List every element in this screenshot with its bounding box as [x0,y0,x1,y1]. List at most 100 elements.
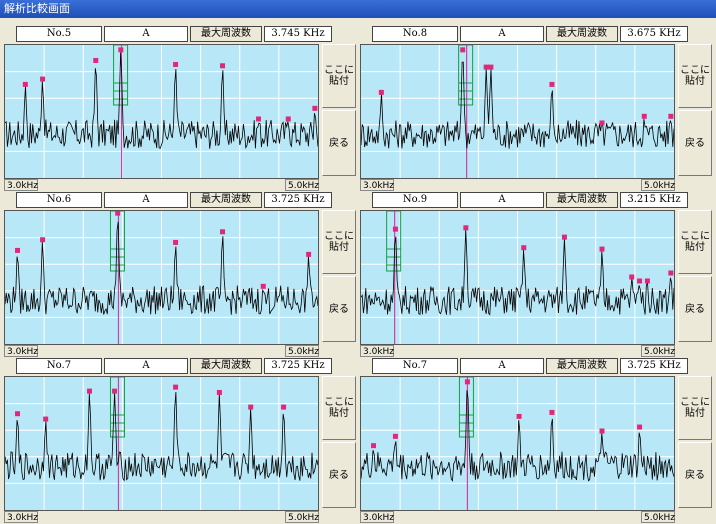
panel-name: A [104,192,188,208]
peak-point [40,76,46,82]
peak-point [599,428,605,434]
back-button[interactable]: 戻る [678,442,712,508]
spectrum-plot[interactable] [360,44,675,179]
spectrum-trace [361,390,674,482]
panel-name: A [104,26,188,42]
panel-number: No.7 [372,358,458,374]
peak-point [173,384,179,390]
x-axis-min-label: 3.0kHz [4,345,38,357]
peak-point [637,424,643,430]
spectrum-trace [5,52,318,150]
spectrum-plot[interactable] [360,210,675,345]
peak-point [260,283,266,289]
spectrum-chart [361,377,674,510]
analysis-panel-1: No.5 A 最大周波数 3.745 KHz 3.0kHz 5.0kHz ここに… [4,26,360,191]
spectrum-chart [361,45,674,178]
analysis-panel-4: No.9 A 最大周波数 3.215 KHz 3.0kHz 5.0kHz ここに… [360,192,716,357]
paste-here-button[interactable]: ここに 貼付 [678,44,712,108]
analysis-panel-5: No.7 A 最大周波数 3.725 KHz 3.0kHz 5.0kHz ここに… [4,358,360,523]
back-button[interactable]: 戻る [322,276,356,342]
peak-point [306,251,312,257]
peak-point [668,270,674,276]
paste-here-button[interactable]: ここに 貼付 [678,210,712,274]
x-axis-max-label: 5.0kHz [641,511,675,523]
comparison-grid: No.5 A 最大周波数 3.745 KHz 3.0kHz 5.0kHz ここに… [0,18,716,523]
peak-point [15,247,21,253]
panel-number: No.5 [16,26,102,42]
back-button[interactable]: 戻る [322,110,356,176]
back-button[interactable]: 戻る [322,442,356,508]
spectrum-plot[interactable] [4,44,319,179]
spectrum-plot[interactable] [4,210,319,345]
max-frequency-value: 3.725 KHz [264,192,332,208]
peak-point [516,413,522,419]
spectrum-plot[interactable] [4,376,319,511]
max-frequency-label: 最大周波数 [546,26,618,42]
peak-point [40,237,46,243]
spectrum-chart [361,211,674,344]
spectrum-trace [5,221,318,315]
panel-name: A [460,26,544,42]
peak-point [637,278,643,284]
spectrum-chart [5,377,318,510]
panel-number: No.6 [16,192,102,208]
peak-point [87,388,93,394]
peak-point [668,113,674,119]
x-axis-min-label: 3.0kHz [4,179,38,191]
panel-name: A [104,358,188,374]
peak-point [281,404,287,410]
max-frequency-label: 最大周波数 [546,358,618,374]
x-axis-max-label: 5.0kHz [285,511,319,523]
panel-name: A [460,192,544,208]
peak-point [248,404,254,410]
peak-point [549,409,555,415]
panel-number: No.8 [372,26,458,42]
analysis-panel-3: No.6 A 最大周波数 3.725 KHz 3.0kHz 5.0kHz ここに… [4,192,360,357]
peak-point [561,234,567,240]
peak-point [256,116,262,122]
peak-point [371,443,377,449]
spectrum-trace [361,61,674,149]
peak-point [599,246,605,252]
peak-point [118,47,124,53]
x-axis-min-label: 3.0kHz [360,511,394,523]
peak-point [220,63,226,69]
analysis-panel-6: No.7 A 最大周波数 3.725 KHz 3.0kHz 5.0kHz ここに… [360,358,716,523]
peak-point [644,278,650,284]
x-axis-max-label: 5.0kHz [641,179,675,191]
peak-point [22,81,28,87]
back-button[interactable]: 戻る [678,276,712,342]
peak-point [464,379,470,385]
paste-here-button[interactable]: ここに 貼付 [678,376,712,440]
peak-marker-box [458,45,474,106]
window-title: 解析比較画面 [0,0,716,18]
analysis-panel-2: No.8 A 最大周波数 3.675 KHz 3.0kHz 5.0kHz ここに… [360,26,716,191]
peak-point [521,245,527,251]
peak-point [216,389,222,395]
peak-point [220,229,226,235]
peak-point [549,81,555,87]
peak-marker-box [109,377,125,438]
panel-name: A [460,358,544,374]
peak-point [392,433,398,439]
paste-here-button[interactable]: ここに 貼付 [322,210,356,274]
paste-here-button[interactable]: ここに 貼付 [322,44,356,108]
max-frequency-label: 最大周波数 [190,26,262,42]
back-button[interactable]: 戻る [678,110,712,176]
spectrum-plot[interactable] [360,376,675,511]
peak-point [93,57,99,63]
peak-point [43,416,49,422]
spectrum-trace [5,391,318,482]
peak-point [112,388,118,394]
paste-here-button[interactable]: ここに 貼付 [322,376,356,440]
peak-marker-box [113,45,129,106]
peak-point [629,274,635,280]
peak-point [392,226,398,232]
peak-point [173,239,179,245]
peak-point [312,105,318,111]
spectrum-chart [5,211,318,344]
peak-point [115,211,121,216]
peak-point [463,225,469,231]
x-axis-max-label: 5.0kHz [285,179,319,191]
peak-point [15,411,21,417]
